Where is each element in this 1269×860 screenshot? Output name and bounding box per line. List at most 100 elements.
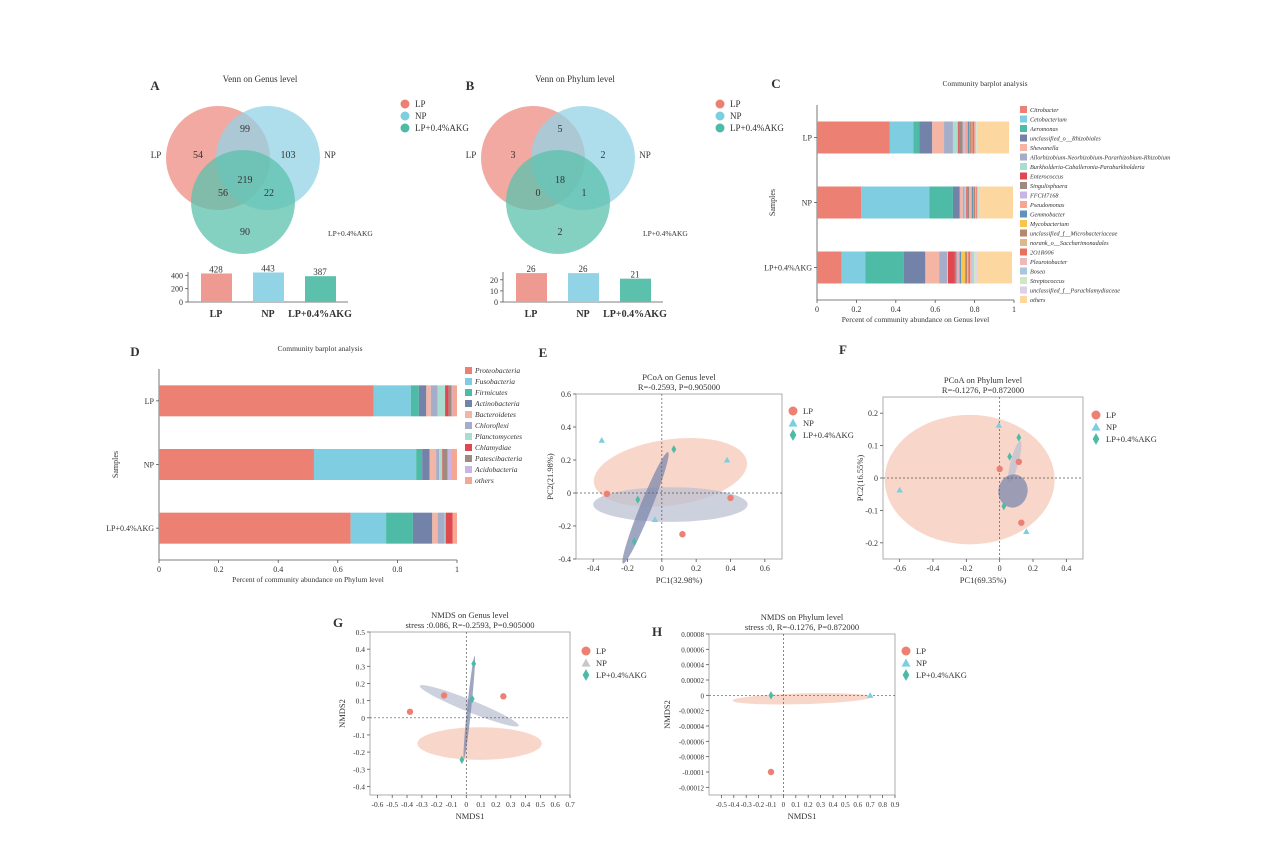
legend-swatch: [1020, 277, 1027, 284]
bar-segment: [437, 385, 446, 417]
venn-count-lp-np: 99: [240, 124, 250, 135]
category-label: LP: [803, 134, 813, 143]
legend-label: Actinobacteria: [474, 399, 520, 408]
chart-subtitle: R=-0.1276, P=0.872000: [942, 385, 1024, 395]
legend-label: NP: [415, 111, 427, 121]
plot-frame: [369, 631, 571, 796]
point-triangle: [867, 692, 874, 698]
totals-bar-value: 26: [527, 264, 537, 274]
legend-label: LP: [596, 646, 606, 656]
bar-segment: [959, 186, 963, 219]
venn-set-label-lp: LP: [466, 150, 477, 160]
venn-count-np-akg: 1: [582, 188, 587, 199]
legend-label: NP: [916, 658, 927, 668]
legend-swatch: [465, 400, 472, 407]
totals-x-label: LP: [525, 309, 538, 320]
y-axis-label: PC2(21.98%): [545, 453, 555, 500]
bar-segment: [958, 121, 963, 154]
x-tick-label: 0.6: [930, 305, 940, 314]
bar-segment: [939, 251, 948, 284]
bar-segment: [967, 251, 969, 284]
x-tick-label: 0.7: [565, 800, 575, 809]
x-tick-label: 0.2: [804, 801, 813, 809]
bar-segment: [970, 121, 972, 154]
legend-swatch: [1020, 286, 1027, 294]
bar-segment: [929, 186, 953, 219]
totals-y-tick-label: 400: [171, 271, 183, 280]
x-tick-label: 0.4: [273, 565, 283, 574]
legend-swatch: [465, 466, 472, 473]
x-tick-label: -0.4: [728, 801, 740, 809]
bar-segment: [444, 512, 446, 544]
totals-bar: [516, 273, 547, 302]
totals-bar: [620, 278, 651, 302]
confidence-ellipse: [884, 414, 1055, 545]
x-axis-label: PC1(69.35%): [960, 575, 1007, 585]
y-tick-label: -0.00004: [679, 723, 705, 731]
y-axis-label: PC2(16.55%): [855, 455, 865, 502]
x-tick-label: 0.8: [970, 305, 980, 314]
legend-swatch: [1020, 267, 1027, 275]
bar-segment: [817, 186, 862, 219]
legend-swatch: [1020, 172, 1027, 180]
legend-label: Aeromonas: [1029, 126, 1059, 133]
point-circle: [1018, 519, 1025, 526]
legend-swatch: [1020, 144, 1027, 151]
x-tick-label: 0.8: [878, 801, 887, 809]
totals-bar-value: 26: [579, 264, 589, 274]
legend-label: Chlamydiae: [475, 443, 512, 452]
bar-segment: [439, 449, 443, 480]
bar-segment: [313, 449, 417, 480]
bar-segment: [958, 251, 960, 284]
point-circle: [500, 693, 507, 700]
x-tick-label: 0.8: [392, 565, 402, 574]
point-circle: [440, 692, 448, 699]
point-diamond: [635, 495, 641, 504]
bar-segment: [956, 251, 959, 284]
totals-y-tick-label: 10: [490, 287, 498, 296]
y-axis-label: NMDS2: [337, 699, 347, 728]
venn-set-label-akg: LP+0.4%AKG: [328, 229, 373, 238]
x-tick-label: 0.4: [891, 305, 901, 314]
confidence-ellipse: [417, 727, 542, 760]
point-diamond: [1016, 433, 1022, 442]
point-diamond: [631, 537, 637, 546]
point-circle: [727, 494, 734, 502]
chart-title: PCoA on Genus level: [642, 372, 716, 382]
y-tick-label: 0.4: [356, 645, 366, 654]
bar-segment: [437, 512, 445, 544]
venn-count-akg-only: 90: [240, 227, 250, 238]
legend-label: Proteobacteria: [474, 366, 520, 375]
bar-segment: [429, 449, 437, 480]
venn-set-label-np: NP: [324, 150, 336, 160]
x-tick-label: -0.2: [431, 800, 443, 809]
point-circle: [996, 465, 1003, 473]
legend-swatch: [1020, 134, 1027, 142]
panel-label-e: E: [539, 345, 548, 360]
legend-marker: [582, 669, 590, 681]
point-circle: [406, 708, 414, 715]
plot-frame: [708, 633, 896, 796]
x-tick-label: -0.4: [927, 564, 940, 573]
bar-segment: [817, 121, 890, 154]
y-tick-label: 0.2: [561, 456, 571, 465]
venn-circle-akg: [506, 150, 610, 254]
bar-segment: [976, 186, 977, 219]
venn-count-lp-only: 3: [511, 150, 516, 161]
legend-label: FFCH7168: [1029, 193, 1059, 200]
x-tick-label: 0: [782, 801, 786, 809]
bar-segment: [817, 251, 842, 284]
x-tick-label: 0.5: [536, 800, 546, 809]
chart-title: NMDS on Phylum level: [761, 612, 844, 622]
y-axis-label: Samples: [111, 451, 120, 478]
legend-label: unclassified_f__Microbacteriaceae: [1030, 231, 1118, 238]
x-tick-label: -0.2: [621, 564, 634, 573]
bar-segment: [445, 512, 453, 544]
chart-title: Community barplot analysis: [278, 344, 363, 353]
panel-label-a: A: [150, 78, 160, 93]
y-tick-label: -0.3: [353, 765, 365, 774]
legend-marker: [400, 111, 410, 121]
